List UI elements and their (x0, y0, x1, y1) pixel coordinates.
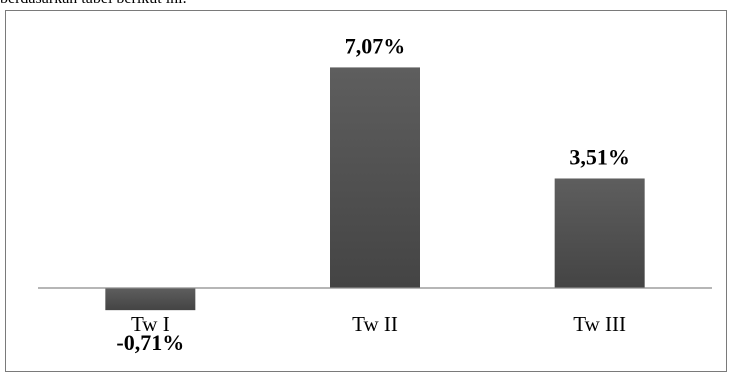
x-tick-label: Tw I (131, 312, 170, 336)
bar-1 (105, 288, 196, 311)
bar-2 (330, 67, 420, 288)
x-tick-label: Tw II (352, 312, 398, 336)
data-label: -0,71% (116, 330, 184, 355)
top-caption: berdasarkan tabel berikut ini. (0, 0, 187, 9)
x-tick-label: Tw III (573, 312, 626, 336)
bar-3 (554, 178, 645, 288)
data-label: 3,51% (569, 144, 630, 169)
data-label: 7,07% (345, 33, 406, 58)
